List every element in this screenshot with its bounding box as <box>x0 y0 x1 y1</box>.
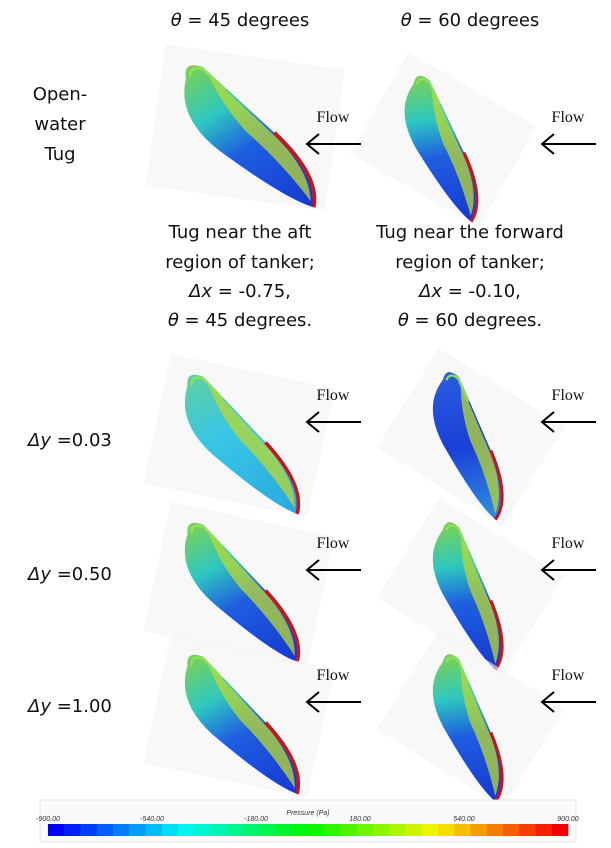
flow-label: Flow <box>317 535 350 552</box>
colorbar-segment <box>292 824 309 836</box>
colorbar-segment <box>389 824 406 836</box>
row-text: =1.00 <box>51 696 112 717</box>
colorbar-segment <box>552 824 569 836</box>
colorbar-segment <box>243 824 260 836</box>
colorbar-segment <box>259 824 276 836</box>
colorbar-segment <box>308 824 325 836</box>
colorbar-segment <box>471 824 488 836</box>
colorbar-segment <box>536 824 553 836</box>
colorbar-segment <box>162 824 179 836</box>
colorbar-segment <box>341 824 358 836</box>
caption-text: = 45 degrees. <box>179 310 312 331</box>
hull-image <box>377 630 565 808</box>
colorbar-segment <box>276 824 293 836</box>
colorbar-segment <box>81 824 98 836</box>
colorbar-segment <box>324 824 341 836</box>
flow-label: Flow <box>317 387 350 404</box>
colorbar: Pressure (Pa) -900.00 -540.00 -180.00 180.0… <box>36 800 579 842</box>
flow-arrow <box>307 560 361 580</box>
row-label: Δy =0.03 <box>26 430 112 451</box>
caption-line: region of tanker; <box>165 252 315 273</box>
symbol: Δy <box>26 564 51 585</box>
caption: Tug near the aft region of tanker; Δx = … <box>165 222 315 331</box>
figure: θ = 45 degrees θ = 60 degrees Open- wate… <box>0 0 611 848</box>
colorbar-tick-label: -900.00 <box>36 816 60 823</box>
colorbar-segment <box>487 824 504 836</box>
colorbar-segment <box>422 824 439 836</box>
colorbar-segment <box>194 824 211 836</box>
colorbar-segment <box>519 824 536 836</box>
colorbar-segment <box>227 824 244 836</box>
colorbar-tick-label: 900.00 <box>557 816 579 823</box>
colorbar-segment <box>97 824 114 836</box>
caption-line: Tug near the forward <box>375 222 564 243</box>
column-header: θ = 60 degrees <box>401 10 540 31</box>
colorbar-title: Pressure (Pa) <box>286 810 329 817</box>
colorbar-tick-label: -180.00 <box>244 816 268 823</box>
colorbar-tick-label: -540.00 <box>140 816 164 823</box>
hull-image <box>350 52 537 227</box>
symbol: θ <box>398 310 409 331</box>
colorbar-segment <box>503 824 520 836</box>
flow-arrow <box>542 134 596 154</box>
colorbar-segment <box>211 824 228 836</box>
colorbar-segment <box>48 824 65 836</box>
flow-arrow <box>307 412 361 432</box>
symbol: Δx <box>187 281 212 302</box>
caption-text: = 60 degrees. <box>409 310 542 331</box>
colorbar-segment <box>64 824 81 836</box>
hull-image <box>146 45 345 211</box>
hull-image <box>143 354 334 518</box>
hull-image <box>377 498 565 676</box>
row-label: Open- <box>33 84 88 105</box>
flow-label: Flow <box>552 667 585 684</box>
caption-text: = -0.10, <box>442 281 521 302</box>
colorbar-segment <box>113 824 130 836</box>
colorbar-segment <box>178 824 195 836</box>
colorbar-segment <box>454 824 471 836</box>
hull-image <box>377 348 565 526</box>
caption: Tug near the forward region of tanker; Δ… <box>375 222 564 331</box>
symbol: Δy <box>26 430 51 451</box>
colorbar-tick-label: 540.00 <box>453 816 475 823</box>
row-text: =0.03 <box>51 430 112 451</box>
row-label: Tug <box>43 144 75 165</box>
symbol: θ <box>168 310 179 331</box>
caption-line: Δx = -0.10, <box>417 281 521 302</box>
colorbar-segment <box>357 824 374 836</box>
caption-line: region of tanker; <box>395 252 545 273</box>
flow-label: Flow <box>552 109 585 126</box>
flow-label: Flow <box>317 109 350 126</box>
row-label: Δy =1.00 <box>26 696 112 717</box>
row-label: water <box>34 114 86 135</box>
flow-arrow <box>542 560 596 580</box>
colorbar-segment <box>373 824 390 836</box>
caption-text: = -0.75, <box>212 281 291 302</box>
row-label: Δy =0.50 <box>26 564 112 585</box>
caption-line: θ = 45 degrees. <box>168 310 312 331</box>
flow-arrow <box>542 412 596 432</box>
flow-label: Flow <box>317 667 350 684</box>
column-header: θ = 45 degrees <box>171 10 310 31</box>
caption-line: θ = 60 degrees. <box>398 310 542 331</box>
caption-line: Tug near the aft <box>168 222 312 243</box>
flow-label: Flow <box>552 387 585 404</box>
symbol: θ <box>171 10 182 31</box>
symbol: Δx <box>417 281 442 302</box>
header-text: = 45 degrees <box>182 10 310 31</box>
flow-arrow <box>307 692 361 712</box>
flow-label: Flow <box>552 535 585 552</box>
colorbar-segment <box>129 824 146 836</box>
flow-arrow <box>542 692 596 712</box>
colorbar-segment <box>438 824 455 836</box>
symbol: θ <box>401 10 412 31</box>
caption-line: Δx = -0.75, <box>187 281 291 302</box>
row-text: =0.50 <box>51 564 112 585</box>
symbol: Δy <box>26 696 51 717</box>
header-text: = 60 degrees <box>412 10 540 31</box>
colorbar-segment <box>146 824 163 836</box>
colorbar-segment <box>406 824 423 836</box>
colorbar-tick-label: 180.00 <box>349 816 371 823</box>
